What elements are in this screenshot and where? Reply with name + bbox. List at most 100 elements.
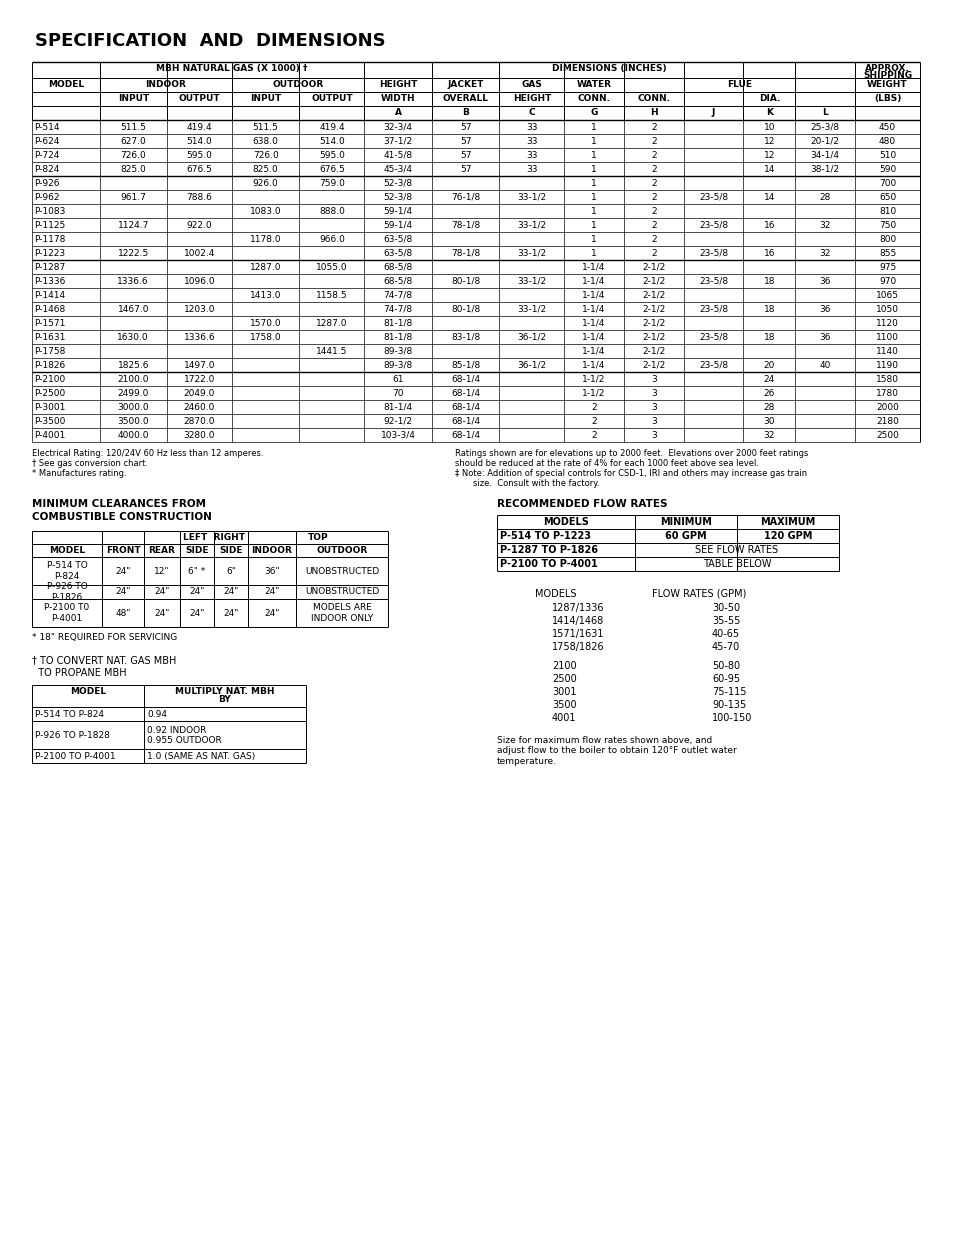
Text: TABLE BELOW: TABLE BELOW <box>702 559 770 569</box>
Text: 24": 24" <box>264 588 279 597</box>
Text: 2049.0: 2049.0 <box>184 389 215 398</box>
Text: 23-5/8: 23-5/8 <box>699 361 727 369</box>
Text: 926.0: 926.0 <box>253 179 278 188</box>
Text: 1780: 1780 <box>875 389 898 398</box>
Text: 650: 650 <box>878 193 895 201</box>
Text: 1222.5: 1222.5 <box>117 248 149 258</box>
Text: 24": 24" <box>264 609 279 618</box>
Text: WIDTH: WIDTH <box>380 94 415 103</box>
Text: 1414/1468: 1414/1468 <box>552 616 603 626</box>
Text: SHIPPING: SHIPPING <box>862 70 911 80</box>
Text: 1580: 1580 <box>875 374 898 384</box>
Text: 676.5: 676.5 <box>318 164 344 173</box>
Text: 2: 2 <box>650 248 656 258</box>
Text: 35-55: 35-55 <box>711 616 740 626</box>
Text: 48": 48" <box>115 609 131 618</box>
Text: 2: 2 <box>650 122 656 131</box>
Text: 3: 3 <box>650 374 656 384</box>
Text: 120 GPM: 120 GPM <box>763 531 811 541</box>
Text: OUTPUT: OUTPUT <box>311 94 353 103</box>
Text: 1336.6: 1336.6 <box>117 277 149 285</box>
Text: P-514 TO
P-824: P-514 TO P-824 <box>47 561 88 580</box>
Text: 2: 2 <box>650 179 656 188</box>
Text: 0.94: 0.94 <box>147 710 167 719</box>
Text: WATER: WATER <box>576 80 611 89</box>
Text: 32: 32 <box>819 221 830 230</box>
Text: 1055.0: 1055.0 <box>315 263 347 272</box>
Text: 76-1/8: 76-1/8 <box>451 193 479 201</box>
Text: 1-1/4: 1-1/4 <box>582 263 605 272</box>
Text: J: J <box>711 107 715 117</box>
Text: 1203.0: 1203.0 <box>184 305 215 314</box>
Text: 16: 16 <box>762 221 775 230</box>
Text: 33-1/2: 33-1/2 <box>517 277 546 285</box>
Text: P-1758: P-1758 <box>34 347 66 356</box>
Text: 20-1/2: 20-1/2 <box>810 137 839 146</box>
Text: 36-1/2: 36-1/2 <box>517 361 546 369</box>
Text: 855: 855 <box>878 248 895 258</box>
Text: P-926 TO
P-1826: P-926 TO P-1826 <box>47 582 88 601</box>
Text: 75-115: 75-115 <box>711 687 745 697</box>
Text: 514.0: 514.0 <box>318 137 344 146</box>
Text: 2-1/2: 2-1/2 <box>641 361 665 369</box>
Text: 23-5/8: 23-5/8 <box>699 305 727 314</box>
Text: 750: 750 <box>878 221 895 230</box>
Text: 3500: 3500 <box>552 700 576 710</box>
Text: 28: 28 <box>763 403 774 411</box>
Text: 1.0 (SAME AS NAT. GAS): 1.0 (SAME AS NAT. GAS) <box>147 752 255 761</box>
Text: 1-1/4: 1-1/4 <box>582 332 605 342</box>
Text: 1: 1 <box>591 122 597 131</box>
Text: 36": 36" <box>264 567 279 576</box>
Text: 12": 12" <box>154 567 170 576</box>
Text: 74-7/8: 74-7/8 <box>383 290 413 300</box>
Text: 2460.0: 2460.0 <box>184 403 215 411</box>
Text: 81-1/8: 81-1/8 <box>383 332 413 342</box>
Text: 2870.0: 2870.0 <box>184 416 215 426</box>
Text: 63-5/8: 63-5/8 <box>383 235 413 243</box>
Text: P-824: P-824 <box>34 164 59 173</box>
Text: 24": 24" <box>189 588 205 597</box>
Text: 3001: 3001 <box>552 687 576 697</box>
Text: 1050: 1050 <box>875 305 898 314</box>
Text: 24": 24" <box>154 609 170 618</box>
Text: 24": 24" <box>223 588 238 597</box>
Text: 726.0: 726.0 <box>253 151 278 159</box>
Text: 24: 24 <box>763 374 774 384</box>
Text: 825.0: 825.0 <box>120 164 146 173</box>
Text: MAXIMUM: MAXIMUM <box>760 517 815 527</box>
Text: 57: 57 <box>459 122 471 131</box>
Text: 32: 32 <box>819 248 830 258</box>
Text: 1571/1631: 1571/1631 <box>552 629 604 638</box>
Text: GAS: GAS <box>521 80 541 89</box>
Text: 33: 33 <box>525 122 537 131</box>
Text: † TO CONVERT NAT. GAS MBH: † TO CONVERT NAT. GAS MBH <box>32 655 176 664</box>
Text: 24": 24" <box>115 588 131 597</box>
Text: 24": 24" <box>115 567 131 576</box>
Text: * Manufactures rating.: * Manufactures rating. <box>32 469 127 478</box>
Text: 1287/1336: 1287/1336 <box>552 603 604 613</box>
Text: 37-1/2: 37-1/2 <box>383 137 413 146</box>
Text: 57: 57 <box>459 151 471 159</box>
Text: 638.0: 638.0 <box>253 137 278 146</box>
Text: OVERALL: OVERALL <box>442 94 488 103</box>
Text: should be reduced at the rate of 4% for each 1000 feet above sea level.: should be reduced at the rate of 4% for … <box>455 459 759 468</box>
Text: 59-1/4: 59-1/4 <box>383 221 413 230</box>
Text: SIDE: SIDE <box>219 546 242 555</box>
Text: 45-3/4: 45-3/4 <box>383 164 413 173</box>
Text: 68-1/4: 68-1/4 <box>451 389 479 398</box>
Text: 2180: 2180 <box>875 416 898 426</box>
Text: MODEL: MODEL <box>49 546 85 555</box>
Text: Electrical Rating: 120/24V 60 Hz less than 12 amperes.: Electrical Rating: 120/24V 60 Hz less th… <box>32 450 263 458</box>
Text: HEIGHT: HEIGHT <box>512 94 551 103</box>
Text: SPECIFICATION  AND  DIMENSIONS: SPECIFICATION AND DIMENSIONS <box>35 32 385 49</box>
Text: INPUT: INPUT <box>117 94 149 103</box>
Text: P-514: P-514 <box>34 122 59 131</box>
Text: 14: 14 <box>763 193 774 201</box>
Text: P-624: P-624 <box>34 137 59 146</box>
Text: 89-3/8: 89-3/8 <box>383 361 413 369</box>
Text: 2-1/2: 2-1/2 <box>641 263 665 272</box>
Text: 36-1/2: 36-1/2 <box>517 332 546 342</box>
Text: 2: 2 <box>591 403 597 411</box>
Text: P-2100 T0
P-4001: P-2100 T0 P-4001 <box>45 604 90 622</box>
Text: 1: 1 <box>591 151 597 159</box>
